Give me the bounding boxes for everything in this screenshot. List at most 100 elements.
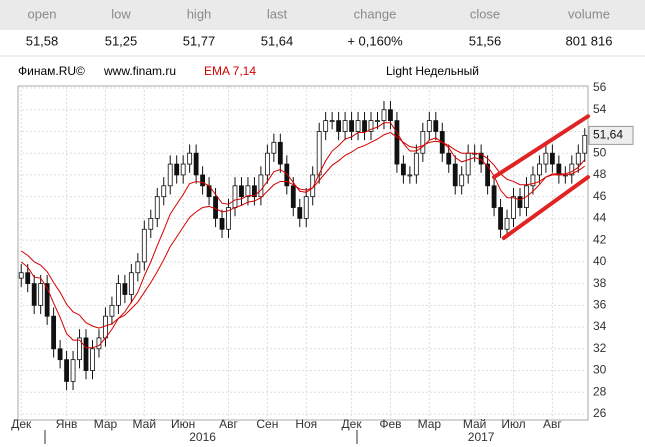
candle-body <box>193 152 199 176</box>
candle-body <box>187 152 193 165</box>
candle-body <box>290 185 296 208</box>
ema-line <box>20 122 586 349</box>
candle-body <box>517 196 523 208</box>
candle-body <box>342 120 348 132</box>
x-tick-label: Фев <box>379 417 401 431</box>
candle-body <box>381 109 387 121</box>
y-tick-label: 28 <box>593 384 607 398</box>
column-value: + 0,160% <box>347 33 403 48</box>
x-tick-label: Авг <box>543 417 562 431</box>
candle-body <box>213 196 218 219</box>
candle-body <box>537 163 542 176</box>
trend-channel <box>492 114 590 180</box>
column-value: 801 816 <box>566 33 613 48</box>
column-value: 51,56 <box>469 33 502 48</box>
candle-body <box>498 207 503 230</box>
candle-body <box>161 185 167 198</box>
candle-body <box>388 109 393 121</box>
candle-body <box>232 185 238 208</box>
x-tick-label: Авг <box>219 417 238 431</box>
candle-body <box>167 163 173 187</box>
column-header: high <box>187 6 212 21</box>
candle-body <box>135 261 141 274</box>
candle-body <box>504 217 510 230</box>
candle-body <box>575 152 581 165</box>
candle-body <box>70 359 76 382</box>
candle-body <box>329 120 335 122</box>
candle-body <box>549 152 555 165</box>
y-tick-label: 48 <box>593 167 607 181</box>
x-tick-label: Мар <box>418 417 442 431</box>
column-header: last <box>267 6 288 21</box>
candle-body <box>31 283 37 306</box>
candle-body <box>349 120 354 132</box>
candle-body <box>174 163 180 176</box>
column-header: volume <box>568 6 610 21</box>
candle-body <box>413 152 419 176</box>
x-tick-label: Сен <box>256 417 278 431</box>
y-tick-label: 40 <box>593 254 607 268</box>
candle-body <box>556 163 562 176</box>
y-tick-label: 36 <box>593 298 607 312</box>
y-tick-label: 42 <box>593 232 607 246</box>
candle-body <box>530 174 536 187</box>
last-price-box <box>588 125 634 145</box>
candle-body <box>38 283 44 306</box>
y-tick-label: 32 <box>593 341 607 355</box>
candle-body <box>103 315 108 339</box>
table-header-bg <box>0 0 645 30</box>
candle-body <box>115 283 121 306</box>
candle-body <box>394 120 400 165</box>
x-tick-label: Ноя <box>295 417 317 431</box>
candle-body <box>57 348 63 361</box>
candle-body <box>18 272 24 279</box>
candle-body <box>284 163 290 187</box>
column-value: 51,58 <box>26 33 59 48</box>
candle-body <box>128 272 134 295</box>
candle-body <box>511 196 516 219</box>
column-value: 51,25 <box>105 33 138 48</box>
candle-body <box>336 120 342 132</box>
candle-body <box>277 141 283 165</box>
candle-body <box>303 196 309 219</box>
candle-body <box>355 120 361 132</box>
column-value: 51,64 <box>261 33 294 48</box>
plot-area <box>17 85 589 421</box>
last-price-label: 51,64 <box>593 128 623 142</box>
y-tick-label: 38 <box>593 276 607 290</box>
candle-body <box>141 228 147 263</box>
candle-body <box>569 163 575 176</box>
ema-line <box>20 132 586 329</box>
candle-body <box>433 120 439 132</box>
year-label: 2016 <box>189 430 216 444</box>
candle-body <box>154 196 160 219</box>
source: Финам.RU© <box>18 64 85 78</box>
year-label: 2017 <box>468 430 495 444</box>
candle-body <box>122 283 128 295</box>
candle-body <box>239 185 244 198</box>
y-tick-label: 30 <box>593 363 607 377</box>
site: www.finam.ru <box>103 64 176 78</box>
candle-body <box>252 185 257 198</box>
candle-body <box>459 174 465 187</box>
candle-body <box>109 304 115 317</box>
candle-body <box>226 207 231 230</box>
candle-body <box>77 337 82 361</box>
column-header: open <box>28 6 57 21</box>
candle-body <box>64 359 69 382</box>
y-tick-label: 46 <box>593 189 607 203</box>
x-tick-label: Май <box>463 417 487 431</box>
candle-body <box>407 174 413 177</box>
candle-body <box>375 120 380 122</box>
candle-body <box>362 120 367 132</box>
candle-body <box>51 315 57 350</box>
candle-body <box>316 131 322 176</box>
candle-body <box>465 152 471 176</box>
x-tick-label: Дек <box>11 417 32 431</box>
candle-body <box>400 163 406 176</box>
candle-body <box>452 163 458 187</box>
candle-body <box>368 120 374 132</box>
y-tick-label: 50 <box>593 145 607 159</box>
